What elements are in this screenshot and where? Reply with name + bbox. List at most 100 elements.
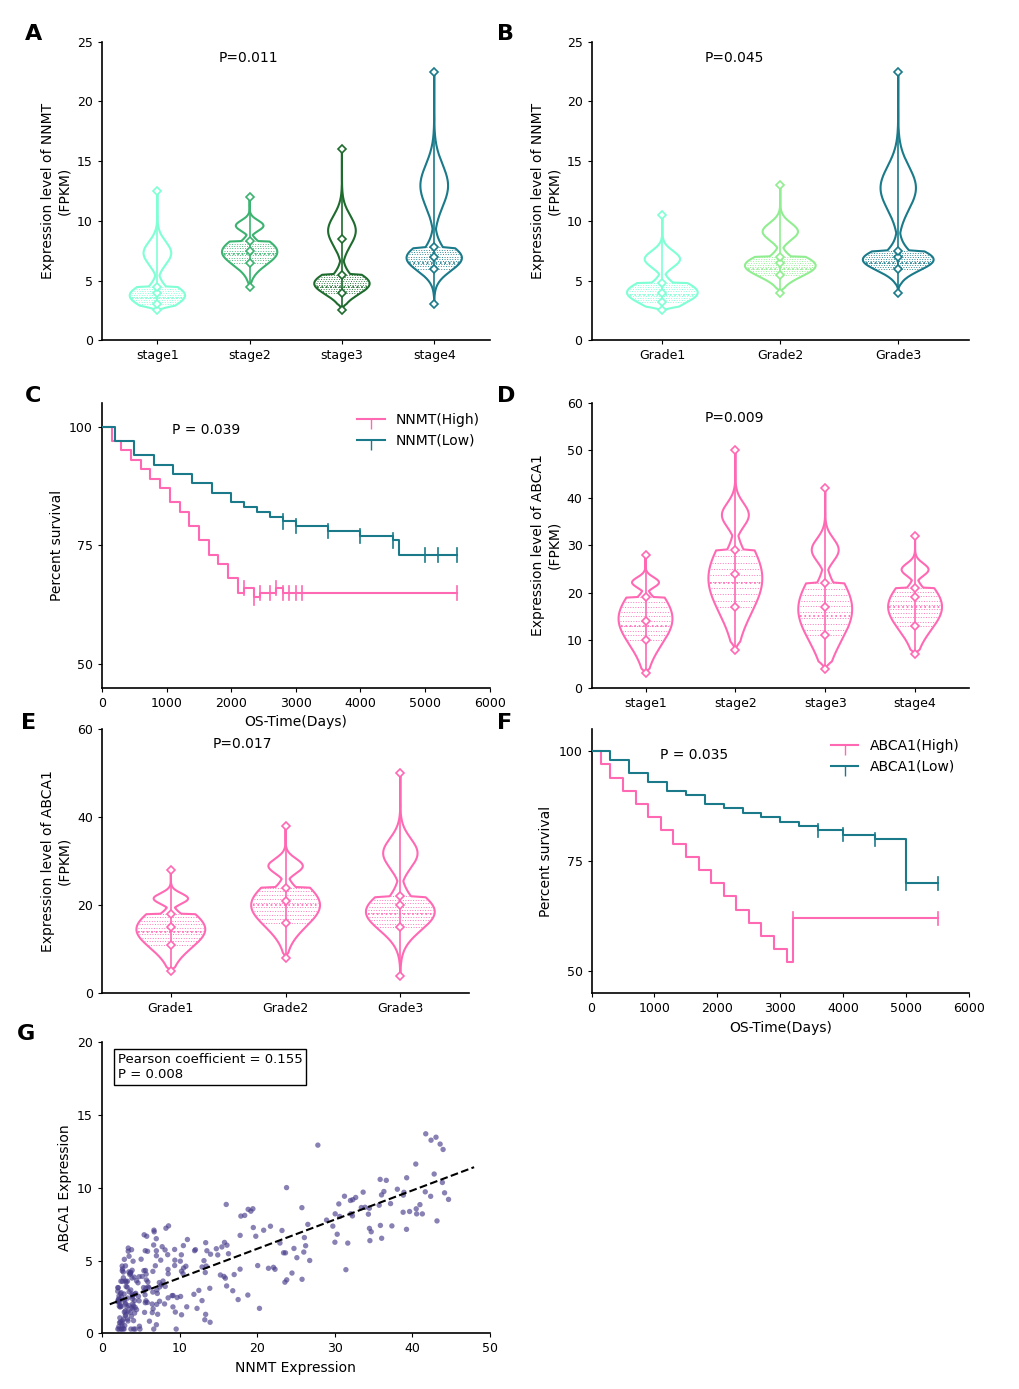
Point xyxy=(115,1308,131,1331)
Point xyxy=(260,1257,276,1279)
Point xyxy=(123,1296,140,1318)
Point xyxy=(329,1224,345,1246)
Point xyxy=(236,1204,253,1226)
Point xyxy=(361,1217,377,1239)
Point xyxy=(120,1261,137,1283)
Y-axis label: Expression level of NNMT
(FPKM): Expression level of NNMT (FPKM) xyxy=(42,103,71,279)
Point xyxy=(256,1220,272,1242)
Point xyxy=(302,1249,318,1271)
Point xyxy=(394,1201,411,1224)
Point xyxy=(296,1240,312,1263)
Point xyxy=(202,1276,218,1299)
Point xyxy=(199,1239,215,1261)
Point xyxy=(198,1303,214,1325)
Text: P=0.011: P=0.011 xyxy=(218,50,277,65)
Point xyxy=(347,1186,364,1208)
Point xyxy=(212,1264,228,1286)
Point xyxy=(124,1250,141,1272)
Point xyxy=(209,1243,225,1265)
Point xyxy=(117,1270,133,1292)
Point xyxy=(138,1260,154,1282)
Point xyxy=(120,1310,137,1332)
Point xyxy=(116,1301,132,1324)
Point xyxy=(208,1238,224,1260)
Point xyxy=(412,1193,428,1215)
X-axis label: OS-Time(Days): OS-Time(Days) xyxy=(729,1021,830,1035)
Point xyxy=(283,1263,300,1285)
Point xyxy=(124,1285,141,1307)
Point xyxy=(389,1178,406,1200)
Point xyxy=(428,1210,444,1232)
Point xyxy=(130,1290,147,1313)
Point xyxy=(148,1228,164,1250)
Point xyxy=(273,1220,289,1242)
Point xyxy=(111,1318,127,1340)
Point xyxy=(148,1314,164,1336)
Point xyxy=(360,1203,376,1225)
Point xyxy=(113,1270,129,1292)
Point xyxy=(288,1246,305,1268)
Point xyxy=(114,1271,130,1293)
Point xyxy=(148,1240,164,1263)
Point xyxy=(146,1318,162,1340)
Point xyxy=(115,1318,131,1340)
Point xyxy=(185,1283,202,1306)
Point xyxy=(123,1267,140,1289)
Point xyxy=(111,1285,127,1307)
Y-axis label: Percent survival: Percent survival xyxy=(50,489,63,601)
Point xyxy=(147,1254,163,1276)
Text: Pearson coefficient = 0.155
P = 0.008: Pearson coefficient = 0.155 P = 0.008 xyxy=(117,1053,302,1082)
Point xyxy=(353,1196,369,1218)
Point xyxy=(139,1225,155,1247)
Point xyxy=(187,1239,204,1261)
Point xyxy=(114,1313,130,1335)
Point xyxy=(112,1282,128,1304)
Point xyxy=(426,1163,442,1185)
Point xyxy=(198,1232,214,1254)
Point xyxy=(173,1260,190,1282)
Point xyxy=(168,1318,184,1340)
Point xyxy=(231,1258,248,1281)
Point xyxy=(121,1281,138,1303)
Point xyxy=(125,1318,142,1340)
Text: C: C xyxy=(24,386,41,406)
Text: P=0.045: P=0.045 xyxy=(704,50,763,65)
Point xyxy=(271,1232,287,1254)
Point xyxy=(371,1195,387,1217)
Y-axis label: Expression level of ABCA1
(FPKM): Expression level of ABCA1 (FPKM) xyxy=(530,454,560,636)
Point xyxy=(114,1254,130,1276)
Point xyxy=(119,1276,136,1299)
Point xyxy=(166,1254,182,1276)
Point xyxy=(133,1265,150,1288)
Point xyxy=(436,1182,452,1204)
Point xyxy=(118,1275,135,1297)
Point xyxy=(125,1295,142,1317)
Point xyxy=(383,1215,399,1238)
Point xyxy=(123,1306,140,1328)
Point xyxy=(177,1256,194,1278)
Point xyxy=(342,1189,359,1211)
Point xyxy=(196,1250,212,1272)
Point xyxy=(339,1232,356,1254)
Y-axis label: Expression level of NNMT
(FPKM): Expression level of NNMT (FPKM) xyxy=(531,103,560,279)
Point xyxy=(145,1260,161,1282)
Point xyxy=(293,1268,310,1290)
Point xyxy=(296,1226,312,1249)
Point xyxy=(112,1296,128,1318)
Point xyxy=(382,1193,398,1215)
Point xyxy=(179,1228,196,1250)
Point xyxy=(124,1293,141,1315)
Text: E: E xyxy=(21,714,37,733)
Point xyxy=(293,1196,310,1218)
Point xyxy=(117,1304,133,1326)
Point xyxy=(110,1276,126,1299)
Point xyxy=(117,1254,133,1276)
Point xyxy=(427,1126,443,1149)
Point xyxy=(278,1176,294,1199)
Point xyxy=(149,1293,165,1315)
Point xyxy=(112,1311,128,1333)
Point xyxy=(173,1243,190,1265)
Point xyxy=(113,1318,129,1340)
Point xyxy=(110,1288,126,1310)
Point xyxy=(109,1290,125,1313)
